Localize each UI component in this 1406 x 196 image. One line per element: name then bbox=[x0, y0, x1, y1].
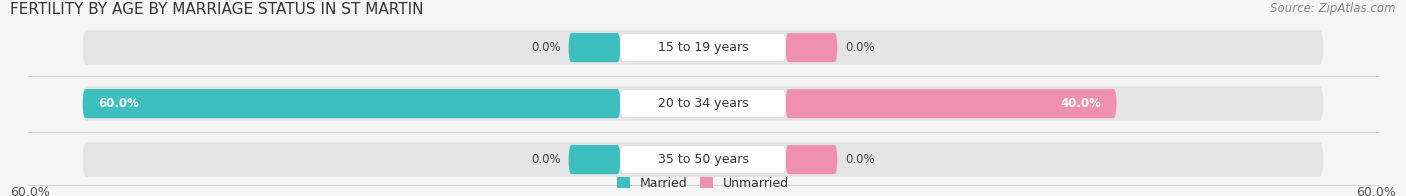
Text: 0.0%: 0.0% bbox=[845, 41, 875, 54]
Text: 60.0%: 60.0% bbox=[10, 186, 51, 196]
Text: 15 to 19 years: 15 to 19 years bbox=[658, 41, 748, 54]
Text: 0.0%: 0.0% bbox=[531, 153, 561, 166]
FancyBboxPatch shape bbox=[83, 30, 1323, 65]
FancyBboxPatch shape bbox=[786, 89, 1116, 118]
FancyBboxPatch shape bbox=[620, 34, 786, 61]
Text: 40.0%: 40.0% bbox=[1060, 97, 1101, 110]
FancyBboxPatch shape bbox=[620, 146, 786, 173]
Text: FERTILITY BY AGE BY MARRIAGE STATUS IN ST MARTIN: FERTILITY BY AGE BY MARRIAGE STATUS IN S… bbox=[10, 2, 423, 17]
Text: 60.0%: 60.0% bbox=[1355, 186, 1396, 196]
Text: 0.0%: 0.0% bbox=[531, 41, 561, 54]
Text: 0.0%: 0.0% bbox=[845, 153, 875, 166]
FancyBboxPatch shape bbox=[620, 90, 786, 117]
FancyBboxPatch shape bbox=[83, 86, 1323, 121]
Text: 35 to 50 years: 35 to 50 years bbox=[658, 153, 748, 166]
Legend: Married, Unmarried: Married, Unmarried bbox=[617, 177, 789, 190]
FancyBboxPatch shape bbox=[83, 142, 1323, 177]
FancyBboxPatch shape bbox=[568, 145, 620, 174]
FancyBboxPatch shape bbox=[786, 145, 838, 174]
Text: 20 to 34 years: 20 to 34 years bbox=[658, 97, 748, 110]
FancyBboxPatch shape bbox=[83, 89, 620, 118]
Text: 60.0%: 60.0% bbox=[98, 97, 139, 110]
Text: Source: ZipAtlas.com: Source: ZipAtlas.com bbox=[1270, 2, 1396, 15]
FancyBboxPatch shape bbox=[568, 33, 620, 62]
FancyBboxPatch shape bbox=[786, 33, 838, 62]
